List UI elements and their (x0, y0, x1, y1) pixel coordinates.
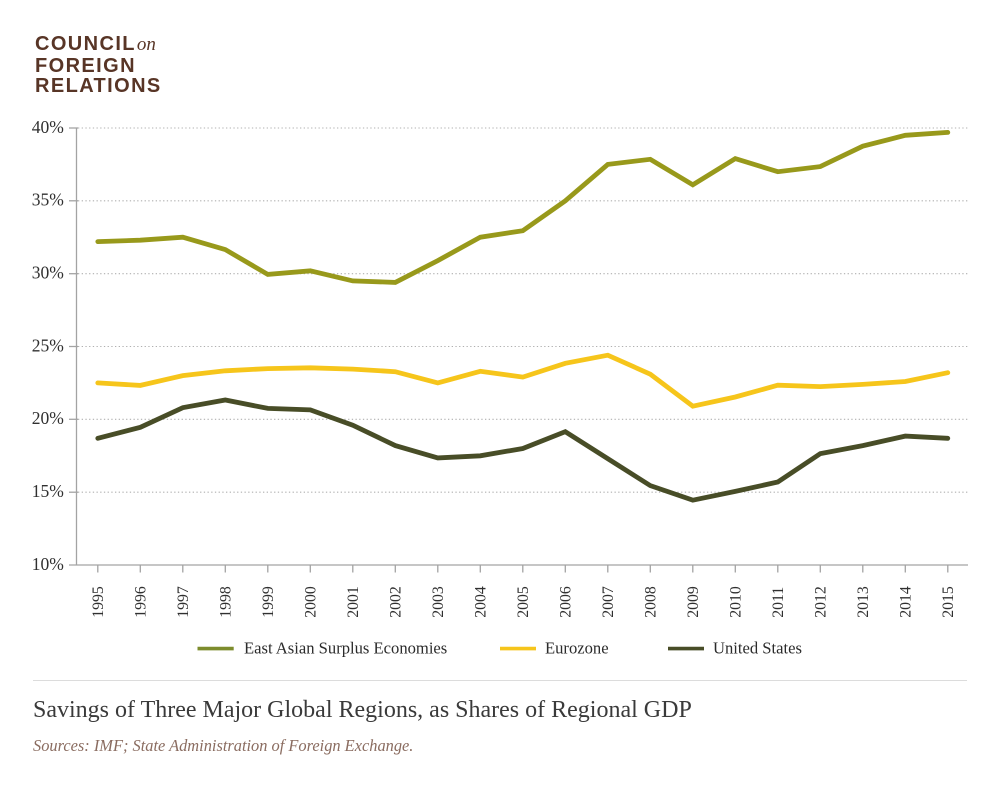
svg-text:35%: 35% (32, 190, 64, 210)
svg-text:2002: 2002 (387, 586, 404, 618)
svg-text:20%: 20% (32, 408, 64, 428)
svg-text:30%: 30% (32, 263, 64, 283)
svg-text:1997: 1997 (175, 586, 192, 618)
svg-text:2001: 2001 (345, 586, 362, 618)
svg-text:2012: 2012 (812, 586, 829, 618)
svg-text:2003: 2003 (430, 586, 447, 618)
svg-text:2013: 2013 (855, 586, 872, 618)
svg-text:1999: 1999 (260, 586, 277, 618)
svg-text:2014: 2014 (897, 586, 914, 618)
svg-text:15%: 15% (32, 481, 64, 501)
svg-text:Eurozone: Eurozone (545, 639, 609, 658)
svg-text:2007: 2007 (600, 586, 617, 618)
svg-text:East Asian Surplus Economies: East Asian Surplus Economies (244, 639, 447, 658)
svg-text:40%: 40% (32, 117, 64, 137)
svg-text:1995: 1995 (90, 586, 107, 618)
svg-text:2006: 2006 (557, 586, 574, 618)
svg-text:2010: 2010 (727, 586, 744, 618)
svg-text:2009: 2009 (685, 586, 702, 618)
svg-text:2015: 2015 (940, 586, 957, 618)
svg-text:2000: 2000 (302, 586, 319, 618)
svg-text:1998: 1998 (217, 586, 234, 618)
svg-text:2011: 2011 (770, 587, 787, 618)
svg-text:1996: 1996 (132, 586, 149, 618)
svg-text:United States: United States (713, 639, 802, 658)
svg-text:2008: 2008 (642, 586, 659, 618)
svg-text:25%: 25% (32, 335, 64, 355)
svg-text:2004: 2004 (472, 586, 489, 618)
svg-text:10%: 10% (32, 554, 64, 574)
svg-text:2005: 2005 (515, 586, 532, 618)
